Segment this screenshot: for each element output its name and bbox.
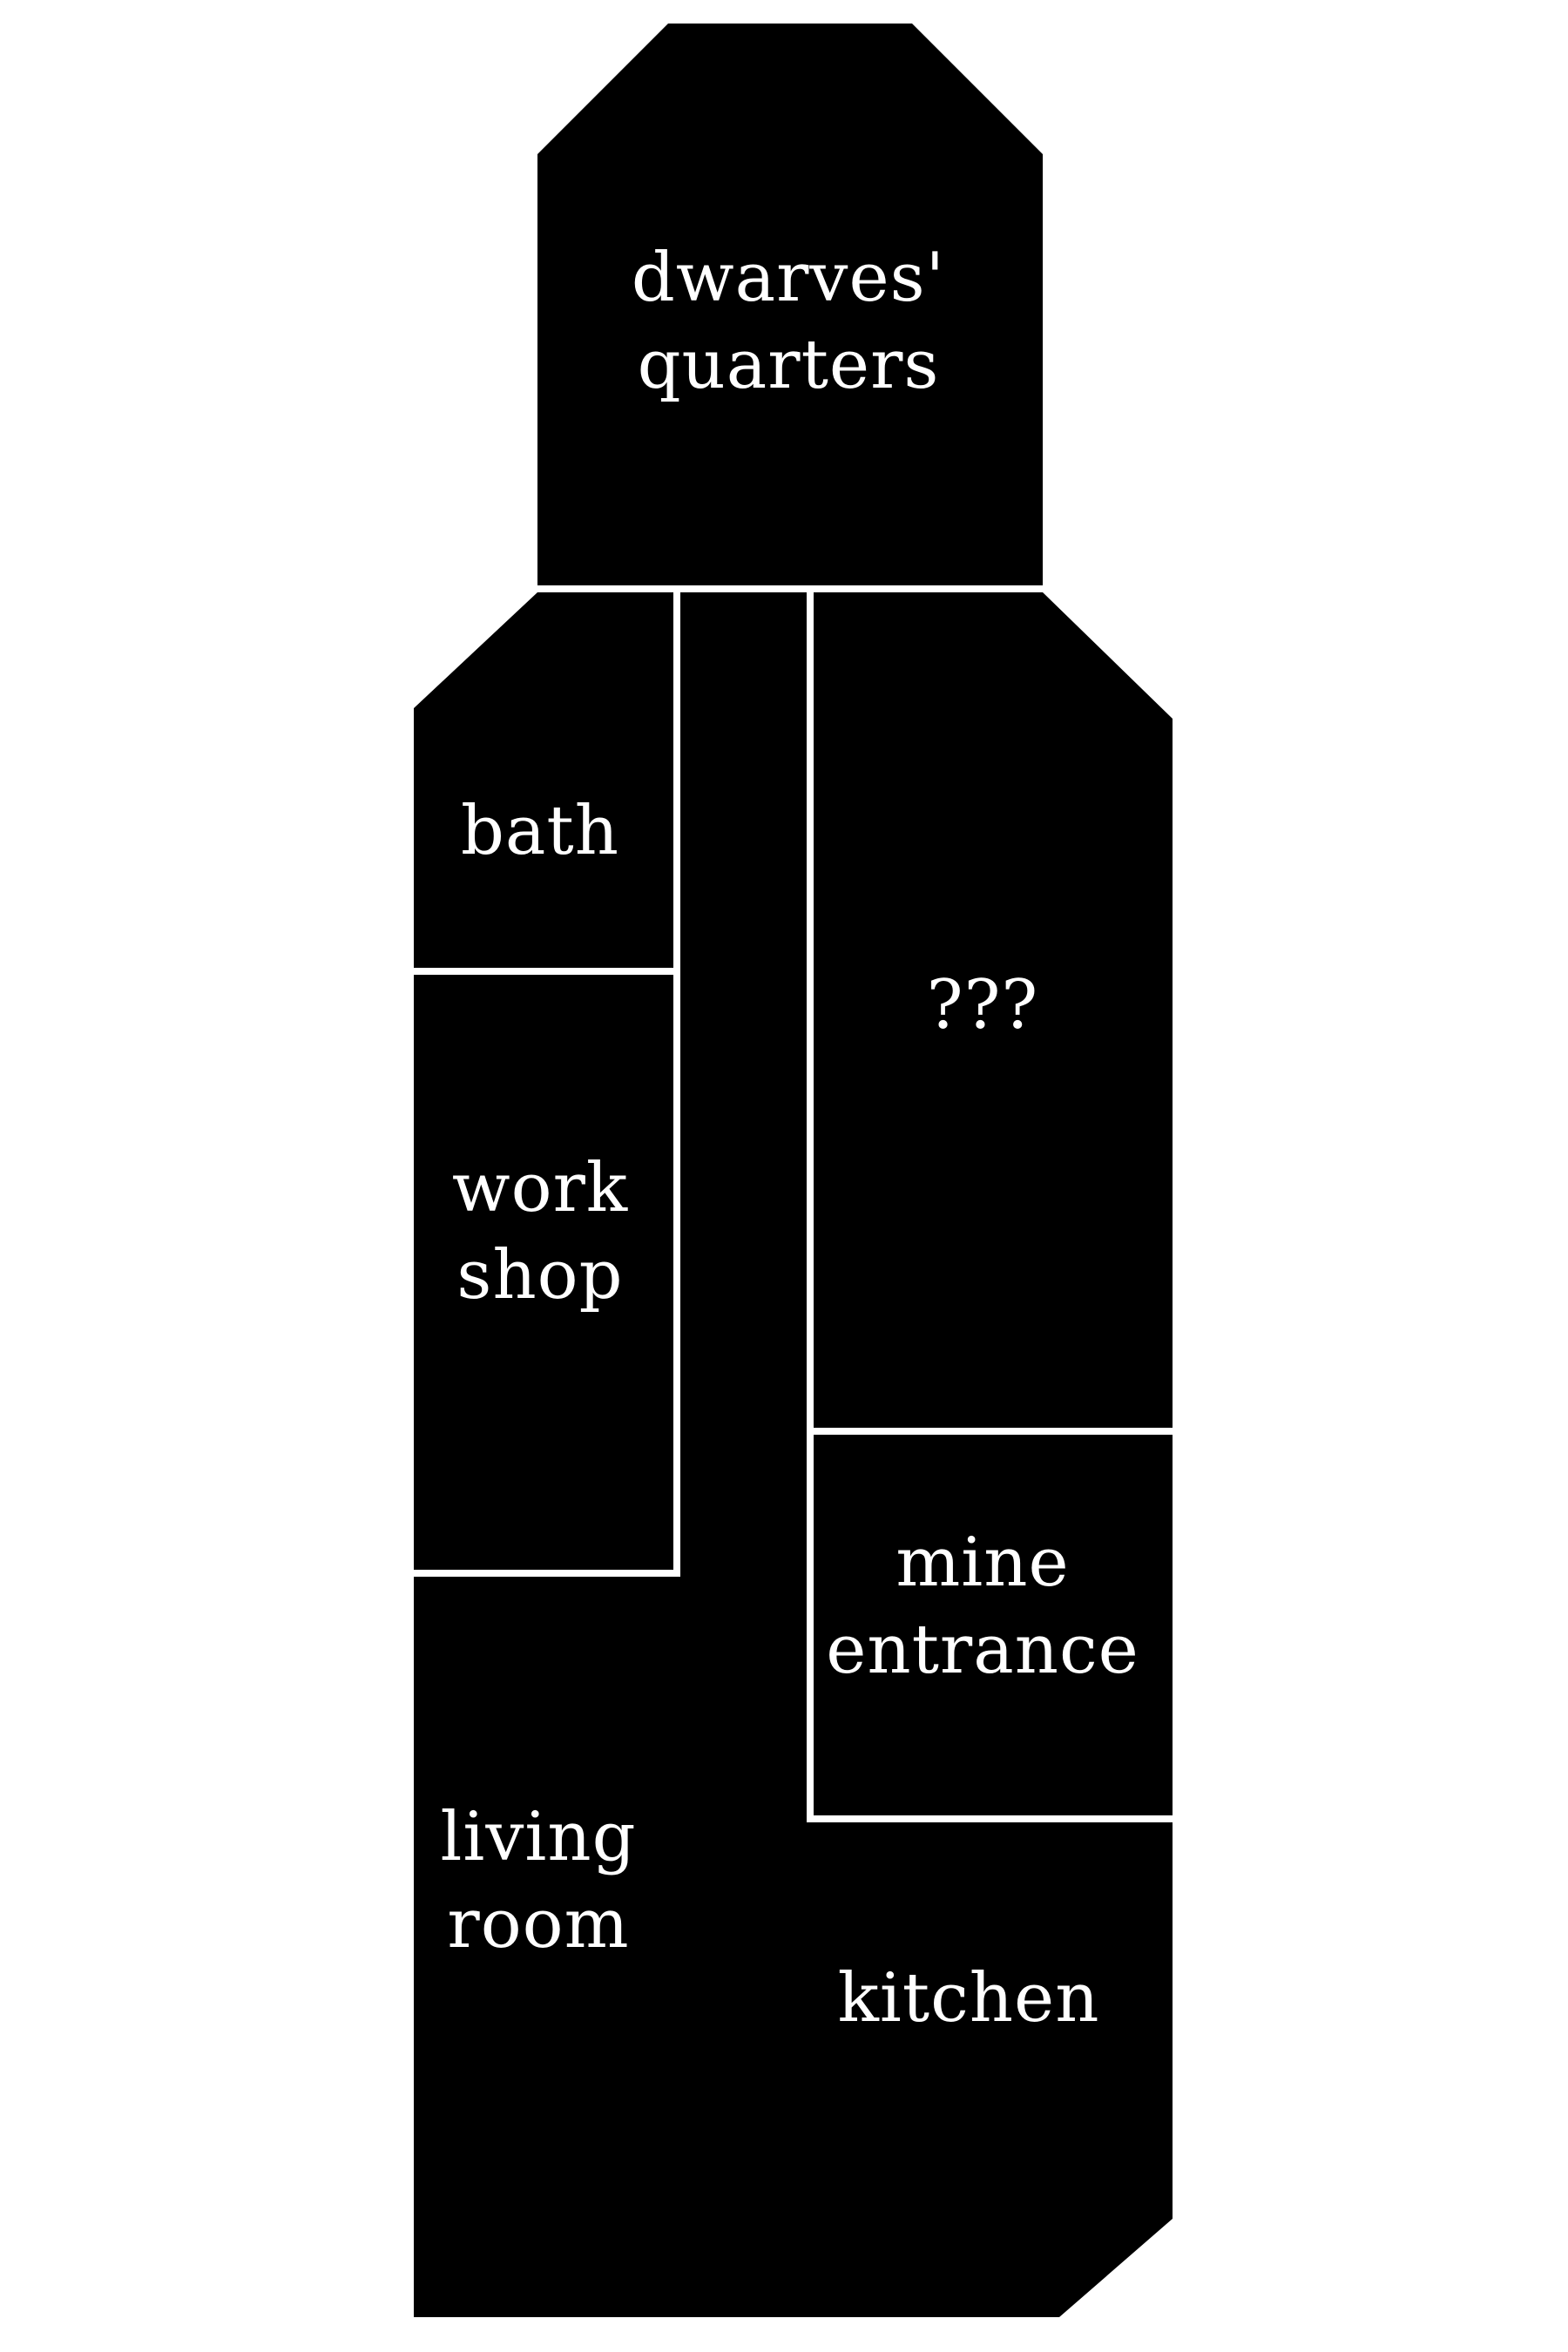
label-dwarves-quarters-line1: dwarves' bbox=[632, 239, 945, 317]
label-unknown-room: ??? bbox=[927, 966, 1038, 1044]
label-kitchen: kitchen bbox=[838, 1959, 1100, 2038]
main-building-body bbox=[414, 592, 1173, 2317]
label-mine-entrance-line2: entrance bbox=[826, 1611, 1139, 1689]
label-dwarves-quarters-line2: quarters bbox=[638, 326, 940, 404]
label-workshop-line2: shop bbox=[456, 1236, 623, 1315]
label-living-room-line2: room bbox=[447, 1885, 629, 1963]
interior-walls bbox=[410, 589, 1176, 1822]
label-mine-entrance-line1: mine bbox=[896, 1524, 1069, 1602]
label-living-room-line1: living bbox=[440, 1798, 636, 1876]
label-bath: bath bbox=[461, 792, 619, 870]
dwarves-quarters-room bbox=[537, 24, 1043, 585]
room-labels: dwarves' quarters bath work shop ??? min… bbox=[440, 239, 1139, 2038]
label-workshop-line1: work bbox=[452, 1149, 628, 1227]
